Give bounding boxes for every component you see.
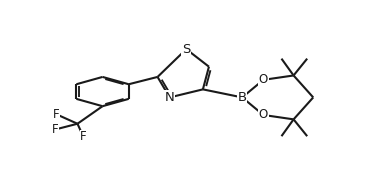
Text: N: N [165, 91, 175, 104]
Text: O: O [259, 108, 268, 121]
Text: S: S [182, 43, 190, 56]
Text: F: F [51, 123, 58, 136]
Text: B: B [238, 91, 247, 104]
Text: F: F [53, 108, 60, 121]
Text: F: F [80, 130, 87, 143]
Text: O: O [259, 73, 268, 86]
